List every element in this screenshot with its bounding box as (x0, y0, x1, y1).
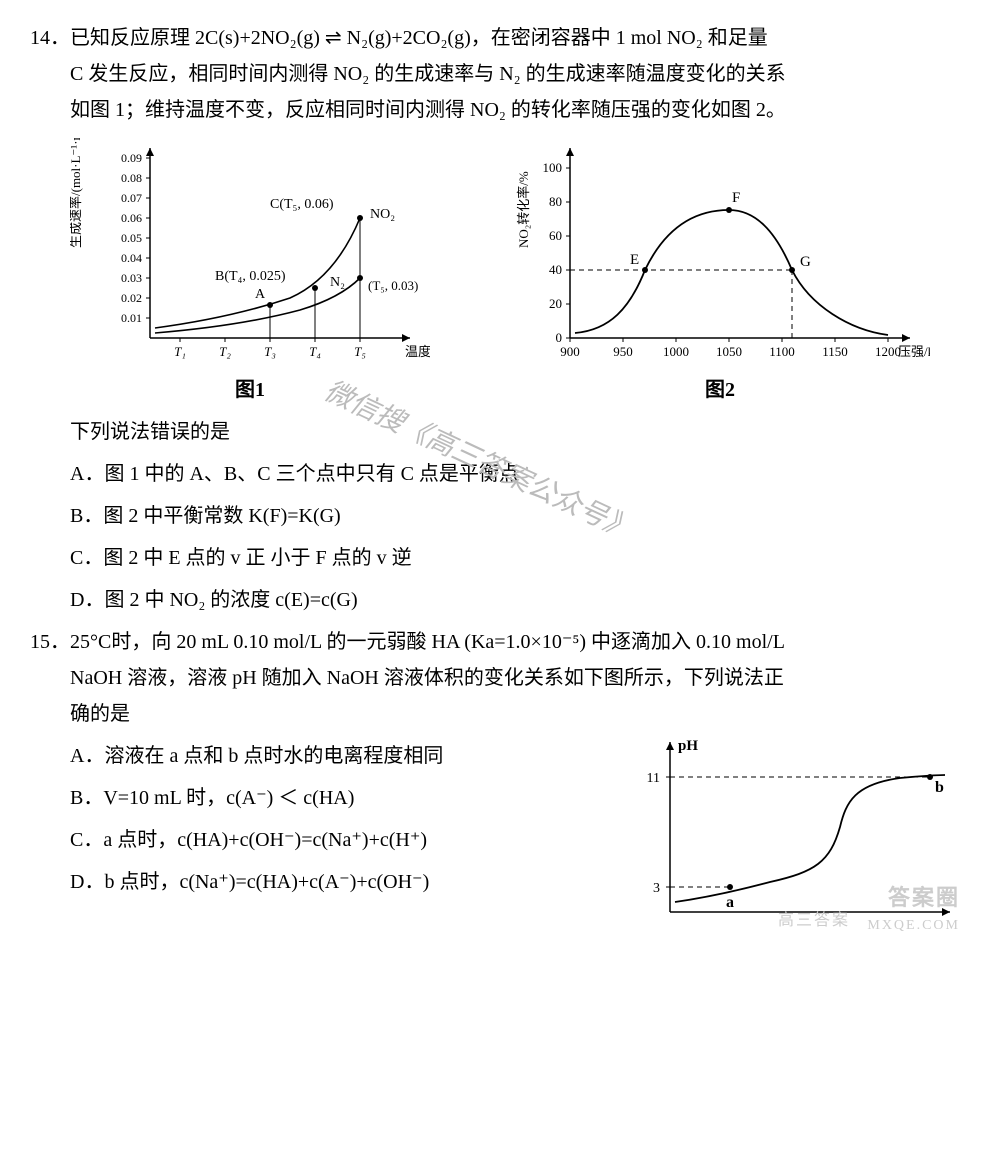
svg-text:0.03: 0.03 (121, 271, 142, 285)
q15-stem-line3: 确的是 (70, 696, 970, 732)
svg-text:E: E (630, 252, 639, 268)
q14-chart1-svg: 0.01 0.02 0.03 0.04 0.05 0.06 0.07 0.08 … (70, 138, 430, 368)
q15-optA: A．溶液在 a 点和 b 点时水的电离程度相同 (30, 738, 630, 774)
svg-text:1000: 1000 (663, 344, 689, 359)
svg-text:900: 900 (560, 344, 580, 359)
svg-text:0.04: 0.04 (121, 251, 142, 265)
q15: 15． 25°C时，向 20 mL 0.10 mol/L 的一元弱酸 HA (K… (30, 624, 970, 732)
svg-text:1150: 1150 (822, 344, 848, 359)
svg-text:F: F (732, 190, 740, 206)
q14-chart2-label: 图2 (705, 372, 735, 408)
q14-stem-line1: 已知反应原理 2C(s)+2NO₂(g) ⇌ N₂(g)+2CO₂(g)，在密闭… (70, 20, 970, 56)
q15-chart-svg: pH 3 11 a b (630, 732, 970, 932)
svg-text:0.08: 0.08 (121, 171, 142, 185)
svg-text:0.09: 0.09 (121, 151, 142, 165)
svg-text:B(T₄, 0.025): B(T₄, 0.025) (215, 269, 286, 284)
svg-text:T₃: T₃ (264, 344, 276, 359)
q15-optC: C．a 点时，c(HA)+c(OH⁻)=c(Na⁺)+c(H⁺) (30, 822, 630, 858)
q14: 14． 已知反应原理 2C(s)+2NO₂(g) ⇌ N₂(g)+2CO₂(g)… (30, 20, 970, 128)
q14-stem-line3: 如图 1；维持温度不变，反应相同时间内测得 NO₂ 的转化率随压强的变化如图 2… (70, 92, 970, 128)
svg-text:T₄: T₄ (309, 344, 321, 359)
svg-text:生成速率/(mol·L⁻¹·min⁻¹): 生成速率/(mol·L⁻¹·min⁻¹) (70, 138, 83, 248)
q15-body: 25°C时，向 20 mL 0.10 mol/L 的一元弱酸 HA (Ka=1.… (70, 624, 970, 732)
svg-text:G: G (800, 254, 811, 270)
q14-optB: B．图 2 中平衡常数 K(F)=K(G) (30, 498, 970, 534)
svg-text:NO₂转化率/%: NO₂转化率/% (516, 171, 531, 248)
q15-optB: B．V=10 mL 时，c(A⁻) ＜ c(HA) (30, 780, 630, 816)
svg-text:0.02: 0.02 (121, 291, 142, 305)
q15-stem-line2: NaOH 溶液，溶液 pH 随加入 NaOH 溶液体积的变化关系如下图所示，下列… (70, 660, 970, 696)
q14-lead: 下列说法错误的是 (30, 414, 970, 450)
svg-text:T₂: T₂ (219, 344, 231, 359)
q15-number: 15． (30, 624, 70, 732)
q14-chart1-label: 图1 (235, 372, 265, 408)
svg-text:A: A (255, 287, 266, 302)
svg-text:20: 20 (549, 296, 562, 311)
svg-text:C(T₅, 0.06): C(T₅, 0.06) (270, 197, 334, 212)
svg-text:NO₂: NO₂ (370, 207, 395, 222)
q15-chart-block: pH 3 11 a b (630, 732, 970, 944)
svg-text:pH: pH (678, 738, 698, 754)
q14-optA: A．图 1 中的 A、B、C 三个点中只有 C 点是平衡点 (30, 456, 970, 492)
svg-text:温度/K: 温度/K (405, 344, 430, 359)
q15-stem-line1: 25°C时，向 20 mL 0.10 mol/L 的一元弱酸 HA (Ka=1.… (70, 624, 970, 660)
svg-text:40: 40 (549, 262, 562, 277)
q15-options: A．溶液在 a 点和 b 点时水的电离程度相同 B．V=10 mL 时，c(A⁻… (30, 732, 630, 944)
q15-optD: D．b 点时，c(Na⁺)=c(HA)+c(A⁻)+c(OH⁻) (30, 864, 630, 900)
svg-text:1100: 1100 (769, 344, 795, 359)
svg-text:T₅: T₅ (354, 344, 366, 359)
svg-text:N₂: N₂ (330, 275, 345, 290)
svg-text:1050: 1050 (716, 344, 742, 359)
q14-chart2-svg: 0 20 40 60 80 100 900 950 1000 1050 1100 (510, 138, 930, 368)
svg-text:0.07: 0.07 (121, 191, 142, 205)
svg-text:0.05: 0.05 (121, 231, 142, 245)
q14-body: 已知反应原理 2C(s)+2NO₂(g) ⇌ N₂(g)+2CO₂(g)，在密闭… (70, 20, 970, 128)
svg-text:0.01: 0.01 (121, 311, 142, 325)
svg-text:60: 60 (549, 228, 562, 243)
q14-optD: D．图 2 中 NO₂ 的浓度 c(E)=c(G) (30, 582, 970, 618)
svg-text:a: a (726, 894, 734, 911)
svg-text:950: 950 (613, 344, 633, 359)
q15-bottom: A．溶液在 a 点和 b 点时水的电离程度相同 B．V=10 mL 时，c(A⁻… (30, 732, 970, 944)
svg-text:80: 80 (549, 194, 562, 209)
svg-text:0: 0 (556, 330, 563, 345)
q14-chart2-block: 0 20 40 60 80 100 900 950 1000 1050 1100 (510, 138, 930, 408)
svg-text:11: 11 (647, 771, 660, 786)
q14-optC: C．图 2 中 E 点的 v 正 小于 F 点的 v 逆 (30, 540, 970, 576)
q14-number: 14． (30, 20, 70, 128)
q14-charts: 0.01 0.02 0.03 0.04 0.05 0.06 0.07 0.08 … (30, 138, 970, 408)
svg-text:T₁: T₁ (174, 344, 186, 359)
svg-text:(T₅, 0.03): (T₅, 0.03) (368, 278, 418, 293)
svg-text:0.06: 0.06 (121, 211, 142, 225)
svg-text:b: b (935, 779, 944, 796)
q14-stem-line2: C 发生反应，相同时间内测得 NO₂ 的生成速率与 N₂ 的生成速率随温度变化的… (70, 56, 970, 92)
svg-text:3: 3 (653, 881, 660, 896)
svg-text:压强/kPa: 压强/kPa (898, 344, 930, 359)
q14-chart1-block: 0.01 0.02 0.03 0.04 0.05 0.06 0.07 0.08 … (70, 138, 430, 408)
svg-text:100: 100 (543, 160, 563, 175)
